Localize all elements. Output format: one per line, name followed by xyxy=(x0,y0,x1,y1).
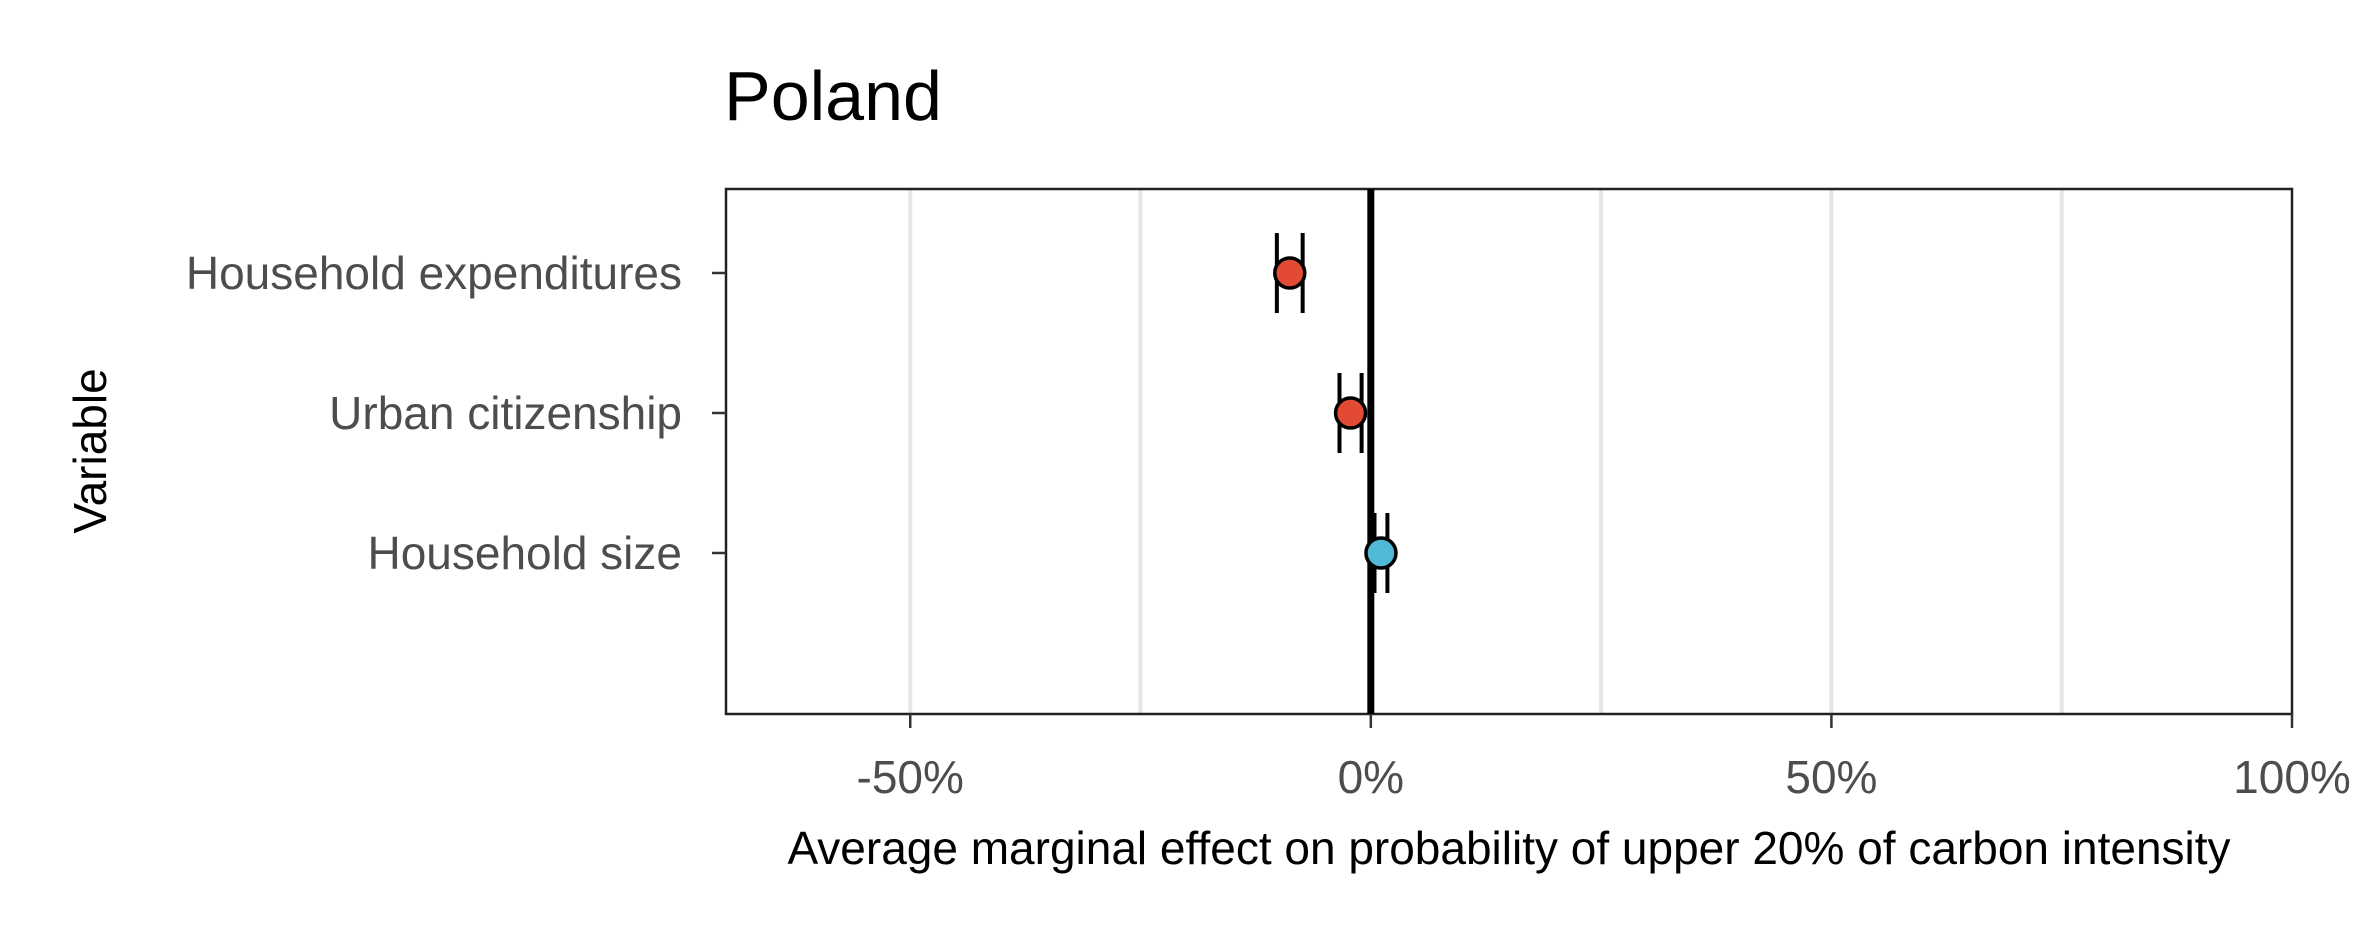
x-axis-label: Average marginal effect on probability o… xyxy=(787,822,2230,874)
x-tick-label-3: 100% xyxy=(2233,751,2351,803)
gridlines xyxy=(908,189,2064,714)
estimate-point-1 xyxy=(1333,396,1368,430)
y-axis-label: Variable xyxy=(64,368,116,533)
plot-panel xyxy=(724,187,2294,716)
data-marks xyxy=(1273,233,1398,593)
x-tick-label-2: 50% xyxy=(1785,751,1877,803)
point-group-1 xyxy=(1333,373,1368,453)
estimate-point-2 xyxy=(1364,536,1398,570)
y-axis: Household expenditures Urban citizenship H… xyxy=(186,247,726,579)
y-tick-label-0: Household expenditures xyxy=(186,247,682,299)
y-tick-label-1: Urban citizenship xyxy=(329,387,682,439)
point-group-0 xyxy=(1273,233,1307,313)
chart-title: Poland xyxy=(724,57,942,135)
estimate-point-0 xyxy=(1273,256,1307,290)
y-tick-label-2: Household size xyxy=(367,527,682,579)
point-group-2 xyxy=(1364,513,1398,593)
x-tick-label-1: 0% xyxy=(1338,751,1404,803)
x-axis: -50% 0% 50% 100% xyxy=(857,714,2351,803)
x-tick-label-0: -50% xyxy=(857,751,964,803)
